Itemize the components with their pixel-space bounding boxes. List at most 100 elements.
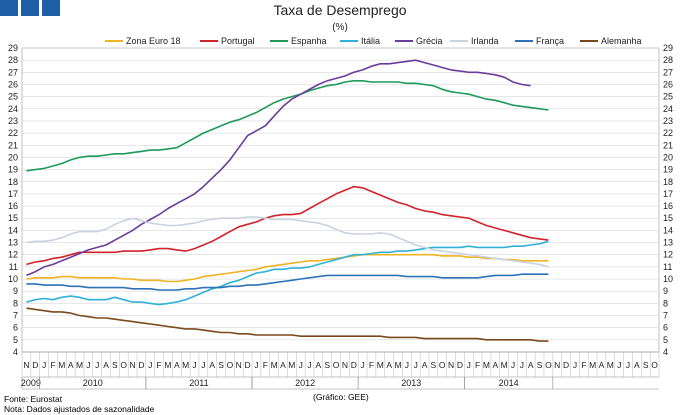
chart-subtitle: (%) <box>332 22 348 33</box>
chart-credit: (Gráfico: GEE) <box>313 392 369 402</box>
adjustment-note: Nota: Dados ajustados de sazonalidade <box>4 404 155 414</box>
y-tick-label-right: 22 <box>663 128 673 138</box>
x-month-label: A <box>599 360 605 370</box>
y-tick-label-left: 24 <box>8 104 18 114</box>
y-tick-label-right: 14 <box>663 225 673 235</box>
series-line <box>26 185 549 266</box>
series-line <box>26 253 549 283</box>
legend-label: Grécia <box>416 36 443 46</box>
x-month-label: M <box>394 360 401 370</box>
y-tick-label-right: 11 <box>663 262 672 272</box>
x-month-label: J <box>148 360 152 370</box>
x-month-label: J <box>626 360 630 370</box>
y-tick-label-right: 20 <box>663 152 673 162</box>
series-line <box>26 307 549 342</box>
x-year-label: 2013 <box>401 378 421 388</box>
x-month-label: O <box>227 360 234 370</box>
x-month-label: A <box>280 360 286 370</box>
y-tick-label-right: 13 <box>663 238 673 248</box>
x-month-label: D <box>351 360 357 370</box>
x-month-label: J <box>511 360 515 370</box>
x-month-label: A <box>492 360 498 370</box>
y-tick-label-left: 17 <box>8 189 18 199</box>
y-tick-label-left: 27 <box>8 67 18 77</box>
y-tick-label-left: 7 <box>13 311 18 321</box>
x-month-label: J <box>86 360 90 370</box>
y-tick-label-right: 19 <box>663 165 673 175</box>
x-month-label: S <box>112 360 118 370</box>
x-month-label: D <box>563 360 569 370</box>
x-month-label: A <box>103 360 109 370</box>
y-tick-label-right: 29 <box>663 43 673 53</box>
brand-square <box>21 0 39 16</box>
x-month-label: A <box>386 360 392 370</box>
grid <box>21 47 660 353</box>
y-tick-label-right: 6 <box>663 323 668 333</box>
x-month-label: O <box>545 360 552 370</box>
x-year-label: 2012 <box>295 378 315 388</box>
y-tick-label-right: 16 <box>663 201 673 211</box>
y-tick-label-right: 24 <box>663 104 673 114</box>
x-month-label: J <box>192 360 196 370</box>
y-tick-label-left: 5 <box>13 335 18 345</box>
x-month-label: N <box>236 360 242 370</box>
x-month-label: D <box>32 360 38 370</box>
legend-label: França <box>536 36 564 46</box>
y-tick-label-left: 16 <box>8 201 18 211</box>
x-month-label: J <box>520 360 524 370</box>
x-month-label: J <box>414 360 418 370</box>
x-month-label: M <box>58 360 65 370</box>
y-tick-label-right: 15 <box>663 213 673 223</box>
y-tick-label-left: 14 <box>8 225 18 235</box>
x-year-label: 2011 <box>189 378 208 388</box>
x-month-label: M <box>76 360 83 370</box>
x-month-label: D <box>457 360 463 370</box>
x-month-label: J <box>405 360 409 370</box>
x-month-label: M <box>501 360 508 370</box>
x-month-label: M <box>377 360 384 370</box>
brand-squares <box>0 0 60 16</box>
y-tick-label-left: 10 <box>8 274 18 284</box>
y-tick-label-right: 9 <box>663 286 668 296</box>
x-month-label: M <box>607 360 614 370</box>
x-month-label: A <box>209 360 215 370</box>
y-tick-label-right: 8 <box>663 298 668 308</box>
x-month-label: F <box>157 360 162 370</box>
series-lines <box>26 59 549 342</box>
x-month-label: F <box>263 360 268 370</box>
x-month-label: N <box>554 360 560 370</box>
x-month-label: J <box>467 360 471 370</box>
x-month-label: M <box>164 360 171 370</box>
y-tick-label-right: 23 <box>663 116 673 126</box>
x-month-label: A <box>68 360 74 370</box>
y-tick-label-left: 4 <box>13 347 18 357</box>
x-month-label: F <box>50 360 55 370</box>
y-tick-label-right: 21 <box>663 140 673 150</box>
y-tick-label-left: 11 <box>9 262 18 272</box>
legend-label: Itália <box>361 36 380 46</box>
y-tick-label-right: 5 <box>663 335 668 345</box>
x-month-label: O <box>439 360 446 370</box>
legend-label: Espanha <box>291 36 327 46</box>
x-month-label: A <box>422 360 428 370</box>
y-tick-label-right: 4 <box>663 347 668 357</box>
series-line <box>26 59 531 277</box>
x-month-label: J <box>95 360 99 370</box>
y-tick-label-left: 28 <box>8 55 18 65</box>
source-note: Fonte: Eurostat <box>4 394 63 404</box>
x-month-label: N <box>448 360 454 370</box>
series-line <box>26 216 549 268</box>
x-month-label: J <box>42 360 46 370</box>
x-month-label: O <box>120 360 127 370</box>
y-tick-label-left: 8 <box>13 298 18 308</box>
x-month-label: N <box>130 360 136 370</box>
x-month-label: M <box>589 360 596 370</box>
x-month-label: A <box>528 360 534 370</box>
y-tick-label-left: 25 <box>8 92 18 102</box>
x-month-label: F <box>369 360 374 370</box>
x-month-label: J <box>360 360 364 370</box>
x-month-label: A <box>174 360 180 370</box>
y-tick-label-left: 12 <box>8 250 18 260</box>
legend: Zona Euro 18 Portugal Espanha Itália Grécia I… <box>105 36 642 46</box>
